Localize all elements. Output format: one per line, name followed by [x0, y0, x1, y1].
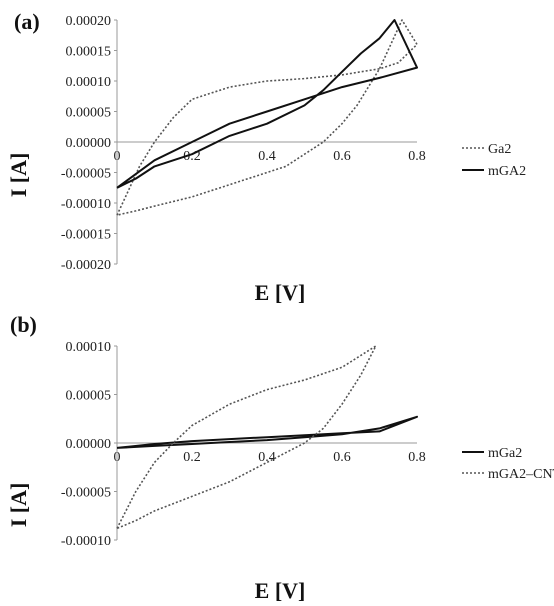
- y-tick-label: -0.00010: [61, 534, 111, 549]
- series-line-mga2: [116, 415, 418, 449]
- panel-a-series: [116, 19, 418, 216]
- x-tick-label: 0.6: [333, 149, 351, 164]
- y-tick-label: 0.00015: [66, 45, 112, 60]
- panel-a-x-axis-title: E [V]: [255, 280, 306, 305]
- y-tick-label: -0.00020: [61, 258, 111, 273]
- y-tick-label: -0.00010: [61, 197, 111, 212]
- x-tick-label: 0.8: [408, 149, 426, 164]
- y-tick-label: 0.00000: [66, 437, 112, 452]
- panel-b-legend: mGa2 mGA2–CNT: [462, 446, 554, 482]
- legend-label: mGA2–CNT: [488, 467, 554, 482]
- x-tick-label: 0.6: [333, 450, 351, 465]
- x-tick-label: 0.4: [258, 149, 276, 164]
- legend-label: mGA2: [488, 164, 526, 179]
- legend-label: Ga2: [488, 142, 511, 157]
- y-tick-label: -0.00015: [61, 228, 111, 243]
- y-tick-label: 0.00005: [66, 389, 112, 404]
- y-tick-label: -0.00005: [61, 167, 111, 182]
- panel-b-y-axis-title: I [A]: [6, 483, 31, 528]
- panel-b-series: [116, 345, 418, 530]
- y-tick-label: 0.00020: [66, 14, 112, 29]
- series-line-mga2-cnt: [116, 345, 377, 530]
- panel-b-y-tick-labels: 0.00010 0.00005 0.00000 -0.00005 -0.00010: [61, 340, 111, 549]
- series-line-mga2: [116, 19, 418, 189]
- panel-a-axes: [114, 19, 417, 265]
- x-tick-label: 0.8: [408, 450, 426, 465]
- panel-a-y-tick-labels: 0.00020 0.00015 0.00010 0.00005 0.00000 -0.00…: [61, 14, 111, 273]
- x-tick-label: 0.4: [258, 450, 276, 465]
- panel-b-label: (b): [10, 312, 37, 337]
- panel-b-x-axis-title: E [V]: [255, 578, 306, 603]
- y-tick-label: 0.00010: [66, 75, 112, 90]
- panel-a-label: (a): [14, 9, 40, 34]
- x-tick-label: 0.2: [183, 450, 201, 465]
- panel-a-y-axis-title: I [A]: [6, 153, 31, 198]
- panel-b: (b) 0.00010 0.00005 0.00000 -0.00005 -0.0001…: [6, 312, 554, 603]
- y-tick-label: 0.00000: [66, 136, 112, 151]
- y-tick-label: 0.00005: [66, 106, 112, 121]
- y-tick-label: -0.00005: [61, 486, 111, 501]
- panel-a-legend: Ga2 mGA2: [462, 142, 526, 179]
- panel-a: (a) 0.00020 0.00015 0.00010 0.00005 0.00000 -…: [6, 9, 526, 305]
- legend-label: mGa2: [488, 446, 522, 461]
- panel-b-x-tick-labels: 00.20.40.60.8: [114, 450, 426, 465]
- series-line-ga2: [116, 19, 418, 216]
- y-tick-label: 0.00010: [66, 340, 112, 355]
